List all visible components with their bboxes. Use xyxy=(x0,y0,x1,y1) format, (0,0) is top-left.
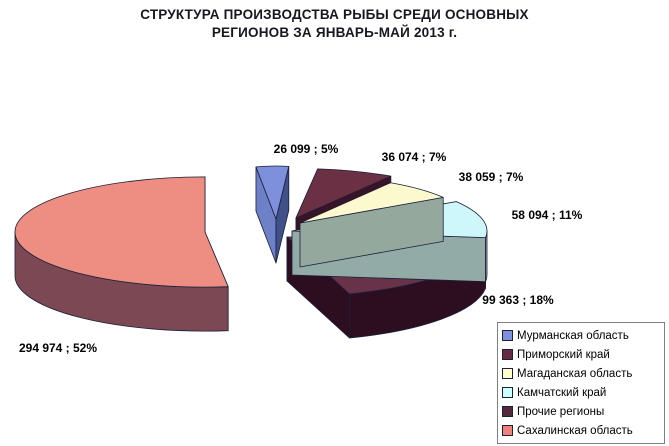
legend-swatch xyxy=(502,330,513,341)
slice-label-0: 26 099 ; 5% xyxy=(273,142,339,156)
pie-slice-0-top xyxy=(255,165,290,220)
chart-title-line-1: СТРУКТУРА ПРОИЗВОДСТВА РЫБЫ СРЕДИ ОСНОВН… xyxy=(140,7,529,22)
slice-label-4: 99 363 ; 18% xyxy=(482,293,554,307)
pie-slice-3-rim xyxy=(485,230,488,283)
legend-item-4: Прочие регионы xyxy=(502,402,662,421)
legend-item-3: Камчатский край xyxy=(502,383,662,402)
legend-item-5: Сахалинская область xyxy=(502,421,662,440)
legend-label: Камчатский край xyxy=(517,386,607,399)
legend-label: Магаданская область xyxy=(517,367,633,380)
legend-label: Сахалинская область xyxy=(517,424,633,437)
legend-swatch xyxy=(502,406,513,417)
legend-item-1: Приморский край xyxy=(502,345,662,364)
legend-label: Мурманская область xyxy=(517,329,629,342)
legend-item-2: Магаданская область xyxy=(502,364,662,383)
legend-item-0: Мурманская область xyxy=(502,326,662,345)
slice-label-5: 294 974 ; 52% xyxy=(18,341,98,355)
pie-slice-5-top xyxy=(14,176,229,288)
legend-swatch xyxy=(502,349,513,360)
legend-swatch xyxy=(502,387,513,398)
chart-title: СТРУКТУРА ПРОИЗВОДСТВА РЫБЫ СРЕДИ ОСНОВН… xyxy=(0,6,669,42)
legend-swatch xyxy=(502,368,513,379)
legend: Мурманская область Приморский край Магадан… xyxy=(497,322,665,444)
pie-slice-2-top xyxy=(299,182,444,224)
slice-label-1: 36 074 ; 7% xyxy=(381,150,447,164)
slice-label-3: 58 094 ; 11% xyxy=(511,208,583,222)
legend-label: Прочие регионы xyxy=(517,405,605,418)
legend-swatch xyxy=(502,425,513,436)
chart-title-line-2: РЕГИОНОВ ЗА ЯНВАРЬ-МАЙ 2013 г. xyxy=(211,25,458,40)
pie-slice-1-top xyxy=(295,168,392,219)
slice-label-2: 38 059 ; 7% xyxy=(458,170,524,184)
legend-label: Приморский край xyxy=(517,348,610,361)
